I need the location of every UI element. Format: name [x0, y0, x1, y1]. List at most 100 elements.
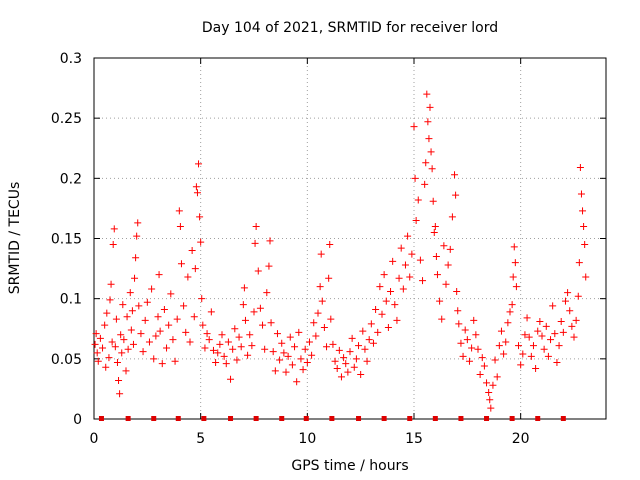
- data-point: [93, 349, 101, 357]
- data-point: [325, 274, 333, 282]
- data-point: [291, 343, 299, 351]
- data-point: [570, 333, 578, 341]
- data-point: [314, 309, 322, 317]
- data-point: [320, 324, 328, 332]
- data-point: [384, 324, 392, 332]
- data-point: [316, 283, 324, 291]
- data-point: [301, 345, 309, 353]
- data-point: [553, 358, 561, 366]
- x-tick-label: 5: [196, 431, 205, 447]
- data-point: [510, 243, 518, 251]
- data-point: [515, 342, 523, 350]
- data-point: [431, 222, 439, 230]
- data-point: [192, 183, 200, 191]
- data-point: [212, 358, 220, 366]
- data-point: [180, 302, 188, 310]
- data-point: [101, 321, 109, 329]
- data-point: [103, 309, 111, 317]
- baseline-marker: [201, 416, 207, 421]
- data-point: [429, 197, 437, 205]
- data-point: [259, 321, 267, 329]
- data-point: [184, 273, 192, 281]
- data-point: [395, 274, 403, 282]
- data-point: [564, 289, 572, 297]
- data-point: [555, 342, 563, 350]
- data-point: [115, 376, 123, 384]
- data-point: [91, 340, 99, 348]
- data-point: [239, 301, 247, 309]
- data-point: [335, 346, 343, 354]
- data-point: [218, 331, 226, 339]
- grid-lines: [94, 58, 606, 419]
- data-point: [519, 350, 527, 358]
- data-point: [527, 352, 535, 360]
- data-point: [542, 322, 550, 330]
- data-point: [205, 336, 213, 344]
- data-point: [436, 297, 444, 305]
- data-point: [207, 308, 215, 316]
- data-point: [547, 336, 555, 344]
- data-point: [495, 342, 503, 350]
- data-point: [506, 308, 514, 316]
- data-point: [269, 348, 277, 356]
- data-point: [111, 343, 119, 351]
- data-point: [579, 207, 587, 215]
- data-point: [261, 345, 269, 353]
- data-point: [143, 298, 151, 306]
- data-point: [297, 355, 305, 363]
- data-point: [254, 267, 262, 275]
- data-point: [233, 356, 241, 364]
- data-point: [128, 307, 136, 315]
- data-point: [193, 189, 201, 197]
- data-point: [561, 297, 569, 305]
- data-point: [102, 363, 110, 371]
- data-point: [580, 222, 588, 230]
- baseline-marker: [98, 416, 104, 421]
- baseline-marker: [560, 416, 566, 421]
- data-point: [123, 313, 131, 321]
- data-point: [369, 339, 377, 347]
- data-point: [96, 334, 104, 342]
- data-point: [568, 322, 576, 330]
- data-point: [401, 261, 409, 269]
- data-point: [244, 351, 252, 359]
- data-point: [175, 207, 183, 215]
- data-point: [312, 332, 320, 340]
- y-tick-label: 0.2: [60, 171, 82, 187]
- baseline-marker: [381, 416, 387, 421]
- data-point: [282, 368, 290, 376]
- data-point: [504, 319, 512, 327]
- data-point: [489, 381, 497, 389]
- data-point: [457, 339, 465, 347]
- data-point: [106, 296, 114, 304]
- data-point: [107, 280, 115, 288]
- data-point: [399, 285, 407, 293]
- data-point: [517, 361, 525, 369]
- data-point: [141, 316, 149, 324]
- data-point: [113, 358, 121, 366]
- data-point: [529, 342, 537, 350]
- data-point: [323, 343, 331, 351]
- data-point: [224, 338, 232, 346]
- data-point: [478, 354, 486, 362]
- data-point: [284, 352, 292, 360]
- data-point: [474, 345, 482, 353]
- baseline-marker: [303, 416, 309, 421]
- data-point: [430, 228, 438, 236]
- data-point: [511, 259, 519, 267]
- data-point: [308, 351, 316, 359]
- data-point: [446, 245, 454, 253]
- data-point: [251, 239, 259, 247]
- data-point: [468, 344, 476, 352]
- data-point: [378, 310, 386, 318]
- data-point: [408, 250, 416, 258]
- data-point: [465, 357, 473, 365]
- data-point: [538, 332, 546, 340]
- data-point: [250, 308, 258, 316]
- data-point: [134, 219, 142, 227]
- data-point: [352, 355, 360, 363]
- data-point: [197, 238, 205, 246]
- data-point: [105, 354, 113, 362]
- y-tick-label: 0.3: [60, 51, 82, 67]
- data-point: [295, 328, 303, 336]
